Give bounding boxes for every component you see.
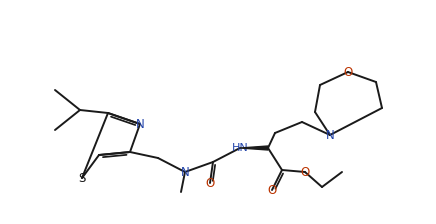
Text: O: O <box>344 65 353 78</box>
Text: N: N <box>136 118 144 131</box>
Text: O: O <box>300 166 310 179</box>
Text: N: N <box>181 166 189 179</box>
Text: O: O <box>205 177 215 190</box>
Text: S: S <box>78 172 86 185</box>
Text: O: O <box>267 183 276 196</box>
Text: HN: HN <box>232 143 249 153</box>
Text: N: N <box>326 129 334 142</box>
Polygon shape <box>240 146 268 150</box>
